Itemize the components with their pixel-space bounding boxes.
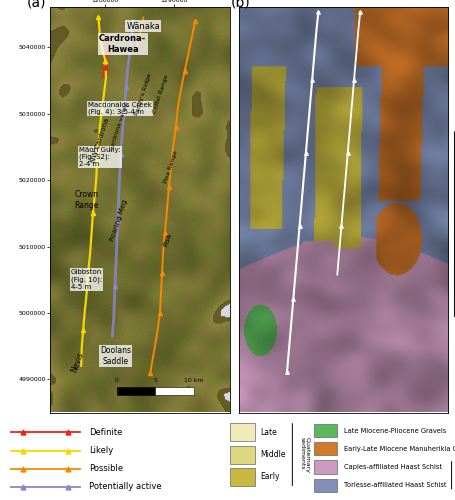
Text: Paddy's Ridge: Paddy's Ridge [134, 72, 152, 116]
Text: NW Cardrona: NW Cardrona [90, 118, 110, 163]
Bar [314, 442, 337, 456]
Text: Late Miocene-Pliocene Gravels: Late Miocene-Pliocene Gravels [344, 428, 446, 434]
Text: Possible: Possible [89, 464, 123, 473]
Bar [230, 468, 255, 486]
Text: Criffel Range: Criffel Range [152, 74, 169, 114]
Bar [314, 460, 337, 473]
Text: 5: 5 [153, 378, 157, 382]
Text: 0: 0 [115, 378, 118, 382]
Text: Pisa Range: Pisa Range [163, 150, 179, 184]
Bar [155, 386, 194, 394]
Bar [314, 424, 337, 438]
Text: Definite: Definite [89, 428, 122, 437]
Text: (a): (a) [27, 0, 46, 10]
Text: Caples-affiliated Haast Schist: Caples-affiliated Haast Schist [344, 464, 441, 470]
Bar [314, 478, 337, 492]
Text: Cardrona valley: Cardrona valley [109, 102, 129, 152]
Text: Doolans
Saddle: Doolans Saddle [100, 346, 131, 366]
Bar [116, 386, 155, 394]
Text: Quaternary
sediments: Quaternary sediments [299, 436, 310, 472]
Text: Cardrona-
Hawea: Cardrona- Hawea [99, 34, 146, 54]
Text: Crown
Range: Crown Range [74, 190, 99, 210]
Text: Roaring Meg: Roaring Meg [110, 198, 129, 242]
Text: Nevis: Nevis [70, 351, 86, 374]
Text: Early-Late Miocene Manuherikia Group: Early-Late Miocene Manuherikia Group [344, 446, 455, 452]
Text: Late: Late [260, 428, 277, 437]
Text: (b): (b) [231, 0, 250, 10]
Text: Gibbston
(Fig. 10):
4-5 m: Gibbston (Fig. 10): 4-5 m [71, 270, 102, 290]
Text: Pisa: Pisa [162, 232, 172, 248]
Text: Torlesse-affiliated Haast Schist: Torlesse-affiliated Haast Schist [344, 482, 446, 488]
Bar [230, 424, 255, 442]
Text: Early: Early [260, 472, 280, 482]
Text: Likely: Likely [89, 446, 113, 455]
Text: Potentially active: Potentially active [89, 482, 162, 492]
Text: Macdonalds Creek
(Fig. 4): 3.5-4 m: Macdonalds Creek (Fig. 4): 3.5-4 m [88, 102, 152, 115]
Text: Māori Gully:
(Fig. S2):
2-4 m: Māori Gully: (Fig. S2): 2-4 m [79, 146, 121, 167]
Text: Middle: Middle [260, 450, 286, 459]
Text: 10 km: 10 km [184, 378, 204, 382]
Bar [230, 446, 255, 464]
Text: Wānaka: Wānaka [126, 22, 160, 30]
